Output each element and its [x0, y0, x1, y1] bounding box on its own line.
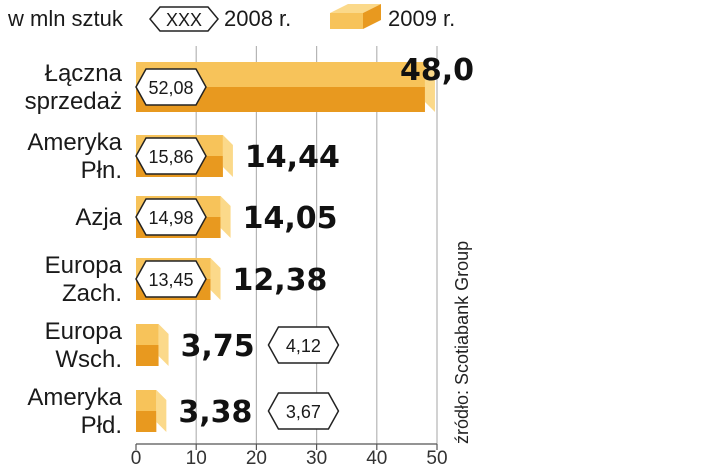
value-2008-label: 4,12 [286, 336, 321, 356]
legend-hex-text: XXX [166, 10, 202, 30]
legend: w mln sztuk XXX 2008 r. 2009 r. [7, 4, 455, 32]
tick-label: 10 [186, 448, 207, 469]
category-label: Łączna [45, 60, 123, 87]
value-2008-label: 15,86 [148, 147, 193, 167]
bars: 52,08 48,0 15,86 14,44 14,98 14,05 13,45 12,38 4… [135, 53, 474, 432]
tick-label: 50 [426, 448, 447, 469]
bar-2009-end [210, 258, 221, 300]
value-2008-hex-shape [267, 326, 340, 364]
bar-2009-bottom [136, 411, 157, 432]
bar-2009-end [158, 324, 169, 366]
value-2009-label: 3,75 [181, 329, 255, 364]
legend-label-2008: 2008 r. [224, 6, 291, 31]
tick-label: 0 [131, 448, 142, 469]
category-label: Zach. [62, 280, 122, 307]
value-2008-hex-shape [135, 198, 207, 236]
value-2008-hex: 14,98 [135, 198, 207, 236]
bar-2009 [136, 390, 167, 432]
bar-2009 [136, 324, 169, 366]
value-2008-label: 13,45 [148, 270, 193, 290]
source-note: źródło: Scotiabank Group [452, 241, 472, 444]
category-label: Europa [45, 318, 123, 345]
value-2008-hex: 3,67 [267, 392, 340, 430]
tick-label: 30 [306, 448, 327, 469]
legend-hex-2008 [149, 6, 219, 32]
category-label: Wsch. [55, 346, 122, 373]
x-axis-ticks: 0 10 20 30 40 50 [131, 443, 448, 469]
value-2008-hex: 15,86 [135, 137, 207, 175]
value-2008-hex: 52,08 [135, 68, 207, 106]
value-2008-hex: 13,45 [135, 260, 207, 298]
value-2009-label: 48,0 [400, 53, 474, 88]
tick-label: 40 [366, 448, 387, 469]
category-label: Ameryka [27, 384, 122, 411]
value-2009-label: 14,44 [245, 140, 340, 175]
value-2008-label: 3,67 [286, 402, 321, 422]
value-2009-label: 3,38 [178, 395, 252, 430]
category-label: Azja [75, 204, 122, 231]
grid [195, 46, 438, 444]
category-label: Płn. [81, 157, 122, 184]
legend-box-2009-icon [330, 4, 381, 29]
value-2009-label: 14,05 [243, 201, 338, 236]
value-2008-hex-shape [267, 392, 340, 430]
bar-2009-top [136, 324, 159, 345]
legend-unit: w mln sztuk [7, 6, 124, 31]
category-label: Europa [45, 252, 123, 279]
category-label: Płd. [81, 412, 122, 439]
value-2008-label: 52,08 [148, 78, 193, 98]
bar-2009-end [222, 135, 233, 177]
value-2008-hex: 4,12 [267, 326, 340, 364]
bar-2009-top [136, 390, 157, 411]
value-2009-label: 12,38 [233, 263, 328, 298]
value-2008-hex-shape [135, 260, 207, 298]
value-2008-label: 14,98 [148, 208, 193, 228]
category-labels: ŁącznasprzedażAmerykaPłn.AzjaEuropaZach.… [25, 60, 123, 439]
bar-2009-end [156, 390, 167, 432]
value-2008-hex-shape [135, 68, 207, 106]
bar-2009-end [424, 62, 435, 112]
category-label: sprzedaż [25, 88, 122, 115]
legend-label-2009: 2009 r. [388, 6, 455, 31]
bar-2009-bottom [136, 345, 159, 366]
value-2008-hex-shape [135, 137, 207, 175]
category-label: Ameryka [27, 129, 122, 156]
tick-label: 20 [246, 448, 267, 469]
bar-2009-end [220, 196, 231, 238]
